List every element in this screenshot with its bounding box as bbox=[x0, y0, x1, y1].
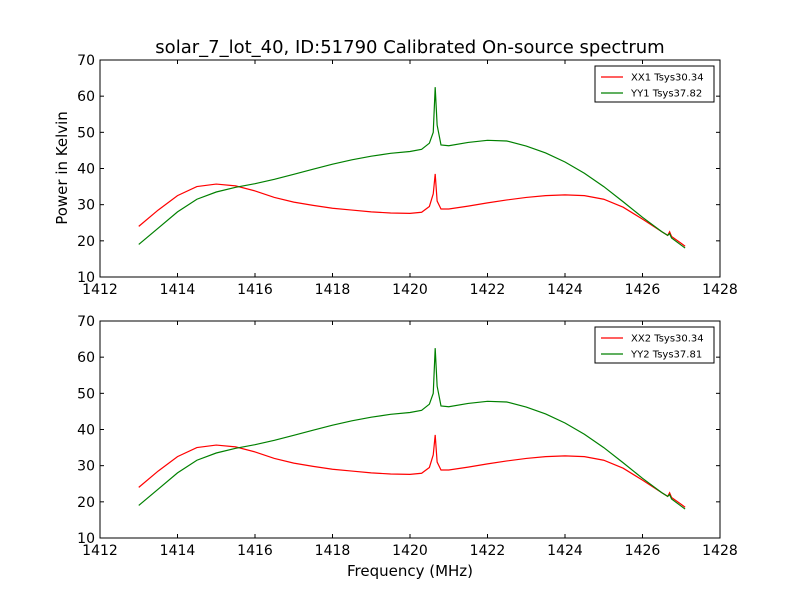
top-panel: 1412 1414 1416 1418 1420 1422 1424 1426 1428 10 20… bbox=[77, 53, 738, 298]
figure-title: solar_7_lot_40, ID:51790 Calibrated On-s… bbox=[155, 37, 664, 58]
legend-label: XX2 Tsys30.34 bbox=[631, 334, 704, 345]
series-line-1-1 bbox=[138, 173, 686, 247]
series-line-2-1 bbox=[138, 434, 686, 508]
bottom-panel: 1412 1414 1416 1418 1420 1422 1424 1426 1428 10 20… bbox=[77, 314, 738, 559]
legend-box bbox=[594, 326, 715, 364]
y-tick-label: 30 bbox=[77, 198, 95, 214]
x-tick-label: 1426 bbox=[625, 543, 661, 559]
x-tick-label: 1416 bbox=[237, 282, 273, 298]
x-tick-label: 1420 bbox=[392, 543, 428, 559]
x-tick-label: 1412 bbox=[82, 282, 118, 298]
y-tick-label: 70 bbox=[77, 314, 95, 330]
y-tick-label: 40 bbox=[77, 162, 95, 178]
x-tick-label: 1424 bbox=[547, 543, 583, 559]
series-line-1-2 bbox=[138, 87, 686, 249]
x-tick-label: 1412 bbox=[82, 543, 118, 559]
x-tick-label: 1420 bbox=[392, 282, 428, 298]
x-tick-label: 1414 bbox=[160, 282, 196, 298]
legend-label: YY2 Tsys37.81 bbox=[630, 350, 702, 361]
y-axis-label: Power in Kelvin bbox=[53, 111, 71, 225]
y-tick-label: 40 bbox=[77, 423, 95, 439]
x-tick-label: 1422 bbox=[470, 543, 506, 559]
x-tick-label: 1416 bbox=[237, 543, 273, 559]
y-tick-label: 20 bbox=[77, 495, 95, 511]
y-tick-label: 20 bbox=[77, 234, 95, 250]
x-tick-label: 1428 bbox=[702, 282, 738, 298]
y-tick-label: 60 bbox=[77, 350, 95, 366]
y-tick-label: 60 bbox=[77, 89, 95, 105]
y-tick-label: 70 bbox=[77, 53, 95, 69]
y-tick-label: 50 bbox=[77, 386, 95, 402]
legend: XX1 Tsys30.34 YY1 Tsys37.82 bbox=[594, 65, 715, 103]
x-tick-label: 1418 bbox=[315, 543, 351, 559]
legend-label: YY1 Tsys37.82 bbox=[630, 89, 702, 100]
x-tick-label: 1424 bbox=[547, 282, 583, 298]
x-tick-label: 1428 bbox=[702, 543, 738, 559]
y-tick-label: 10 bbox=[77, 270, 95, 286]
x-axis-label: Frequency (MHz) bbox=[347, 562, 473, 580]
y-tick-label: 50 bbox=[77, 125, 95, 141]
x-tick-label: 1414 bbox=[160, 543, 196, 559]
legend-box bbox=[594, 65, 715, 103]
legend-label: XX1 Tsys30.34 bbox=[631, 73, 704, 84]
x-tick-label: 1426 bbox=[625, 282, 661, 298]
y-tick-label: 10 bbox=[77, 531, 95, 547]
legend: XX2 Tsys30.34 YY2 Tsys37.81 bbox=[594, 326, 715, 364]
y-tick-label: 30 bbox=[77, 459, 95, 475]
x-tick-label: 1418 bbox=[315, 282, 351, 298]
series-line-2-2 bbox=[138, 348, 686, 510]
x-tick-label: 1422 bbox=[470, 282, 506, 298]
